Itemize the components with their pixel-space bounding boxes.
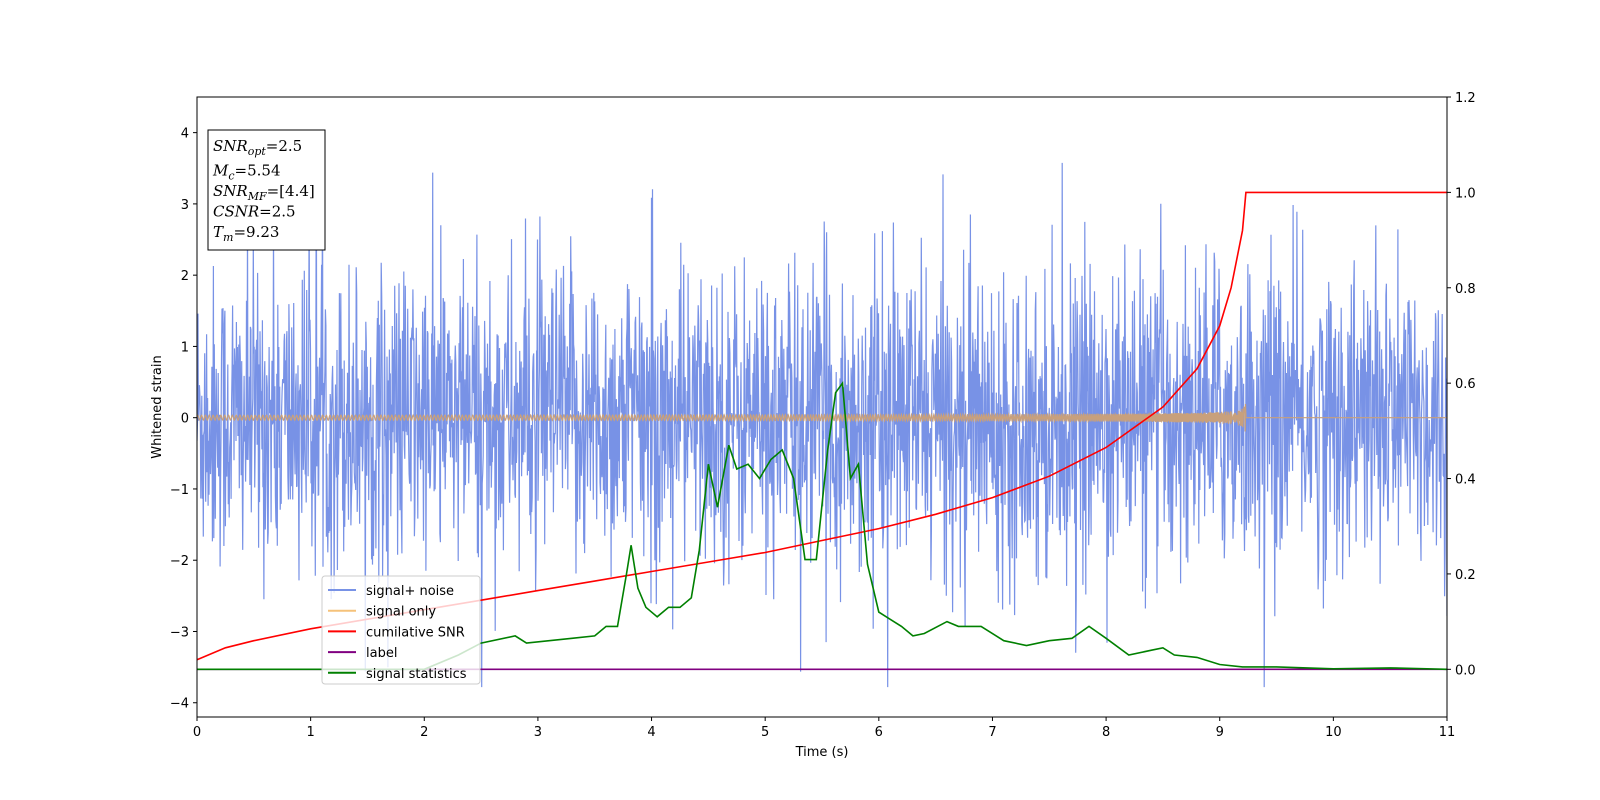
x-tick-label: 11	[1439, 725, 1456, 740]
y2-tick-label: 0.8	[1455, 282, 1476, 297]
x-tick-label: 1	[306, 725, 314, 740]
y-tick-label: 4	[181, 127, 189, 142]
info-box-line: CSNR=2.5	[213, 203, 296, 221]
info-box-line: Tm=9.23	[213, 223, 279, 244]
y-axis-ticks: −4 −3 −2 −1 0 1 2 3 4	[170, 127, 197, 712]
x-tick-label: 4	[647, 725, 655, 740]
x-tick-label: 3	[534, 725, 542, 740]
legend-label: signal only	[366, 605, 436, 620]
y-tick-label: 1	[181, 340, 189, 355]
y-tick-label: −2	[170, 554, 189, 569]
legend-label: cumilative SNR	[366, 625, 465, 640]
x-tick-label: 9	[1216, 725, 1224, 740]
y-tick-label: 2	[181, 269, 189, 284]
y-tick-label: −1	[170, 483, 189, 498]
legend-frame	[321, 575, 481, 685]
y2-tick-label: 1.0	[1455, 186, 1476, 201]
legend-label: signal statistics	[366, 667, 467, 682]
info-box-line: SNRopt=2.5	[213, 137, 302, 158]
y2-axis-ticks: 0.0 0.2 0.4 0.6 0.8 1.0 1.2	[1447, 91, 1476, 678]
x-tick-label: 8	[1102, 725, 1110, 740]
legend-label: label	[366, 646, 397, 661]
y-tick-label: −3	[170, 625, 189, 640]
y-tick-label: 0	[181, 412, 189, 427]
y-tick-label: −4	[170, 697, 189, 712]
series-signal-noise-line	[197, 132, 1447, 688]
info-box-line: Mc=5.54	[212, 162, 281, 183]
plot-frame	[196, 96, 1448, 718]
x-tick-label: 5	[761, 725, 769, 740]
x-tick-label: 7	[988, 725, 996, 740]
legend-label: signal+ noise	[366, 584, 454, 599]
y2-tick-label: 0.4	[1455, 473, 1476, 488]
x-axis-ticks: 0 1 2 3 4 5 6 7 8 9 10 11	[193, 717, 1455, 740]
x-tick-label: 2	[420, 725, 428, 740]
x-tick-label: 6	[875, 725, 883, 740]
y2-tick-label: 0.6	[1455, 377, 1476, 392]
y2-tick-label: 1.2	[1455, 91, 1476, 106]
x-tick-label: 10	[1325, 725, 1342, 740]
info-box-frame	[207, 129, 326, 251]
legend: signal+ noise signal only cumilative SNR la…	[321, 575, 481, 685]
y-tick-label: 3	[181, 198, 189, 213]
x-tick-label: 0	[193, 725, 201, 740]
series-signal-statistics-line	[197, 380, 1447, 671]
x-axis-label: Time (s)	[795, 745, 849, 760]
y-axis-label: Whitened strain	[150, 355, 165, 458]
series-signal-only-line	[197, 403, 1447, 432]
info-box-line: SNRMF=[4.4]	[213, 182, 315, 203]
y2-tick-label: 0.0	[1455, 663, 1476, 678]
y2-tick-label: 0.2	[1455, 568, 1476, 583]
